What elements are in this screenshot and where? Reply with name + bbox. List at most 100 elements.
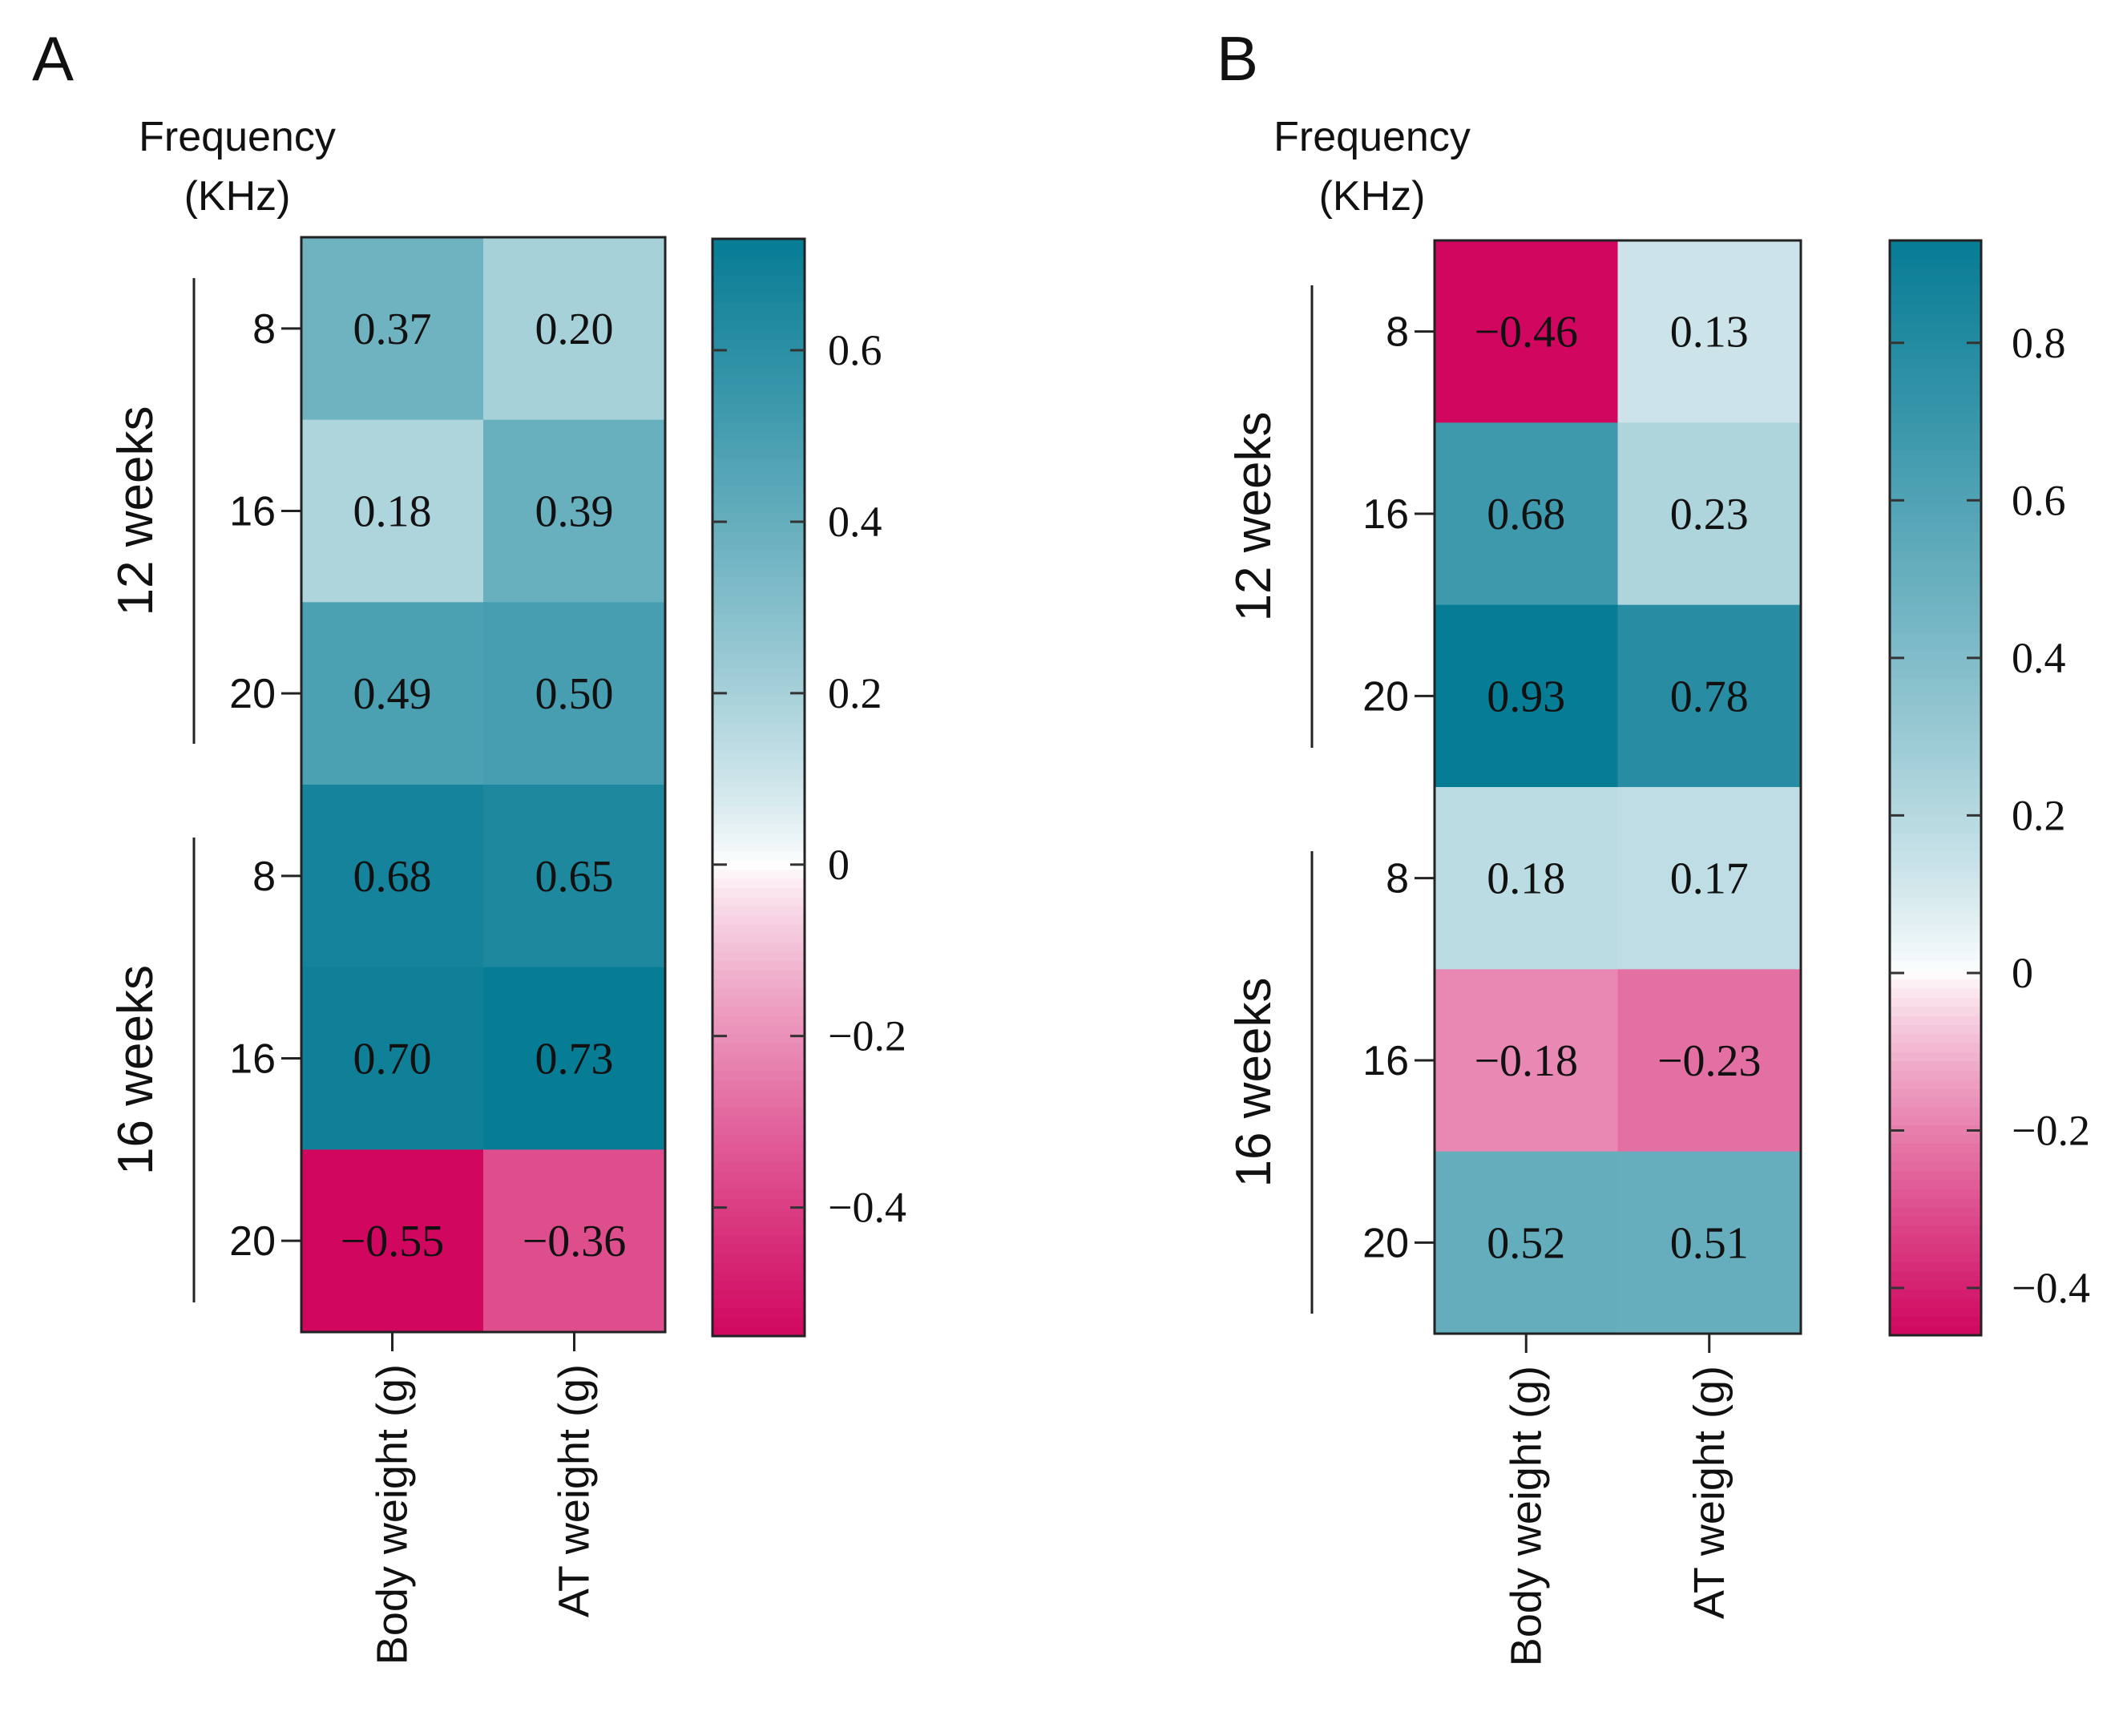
row-label: 20: [229, 671, 276, 717]
colorbar-segment: [712, 458, 805, 469]
colorbar-segment: [1890, 788, 1981, 798]
colorbar-segment: [1890, 1143, 1981, 1154]
colorbar-segment: [712, 1061, 805, 1072]
row-label: 20: [1362, 673, 1409, 720]
colorbar-segment: [712, 1198, 805, 1209]
colorbar-segment: [1890, 943, 1981, 953]
colorbar-segment: [712, 750, 805, 761]
heatmap-cell: [483, 237, 666, 421]
colorbar-segment: [712, 988, 805, 999]
colorbar-tick-label: −0.2: [2012, 1106, 2090, 1154]
colorbar-segment: [1890, 1225, 1981, 1236]
colorbar-segment: [712, 513, 805, 523]
colorbar-segment: [1890, 742, 1981, 753]
colorbar-segment: [712, 668, 805, 679]
heatmap-cell: [1435, 787, 1618, 970]
colorbar-tick-label: −0.4: [828, 1184, 906, 1232]
colorbar-segment: [712, 943, 805, 953]
colorbar-segment: [712, 312, 805, 322]
colorbar-segment: [712, 1244, 805, 1255]
heatmap-border: [1433, 239, 1802, 1335]
colorbar-segment: [712, 604, 805, 615]
colorbar-segment: [1890, 714, 1981, 725]
colorbar-segment: [1890, 851, 1981, 862]
colorbar-segment: [712, 1326, 805, 1337]
colorbar-segment: [712, 814, 805, 826]
cell-value-label: 0.20: [535, 305, 614, 354]
colorbar-segment: [1890, 1307, 1981, 1318]
column-label: AT weight (g): [1685, 1366, 1733, 1619]
colorbar-segment: [1890, 979, 1981, 990]
cell-value-label: −0.18: [1474, 1036, 1578, 1086]
colorbar-tick-label: 0.8: [2012, 319, 2066, 367]
colorbar-segment: [712, 677, 805, 688]
cell-value-label: 0.68: [353, 852, 432, 902]
colorbar-segment: [712, 1071, 805, 1081]
colorbar-segment: [712, 1135, 805, 1145]
colorbar-segment: [712, 1254, 805, 1264]
colorbar-segment: [1890, 669, 1981, 680]
heatmap-cell: [1435, 969, 1618, 1153]
colorbar-segment: [1890, 1153, 1981, 1163]
colorbar-segment: [1890, 1107, 1981, 1117]
colorbar-segment: [712, 1208, 805, 1218]
colorbar-segment: [1890, 268, 1981, 278]
colorbar-segment: [712, 293, 805, 304]
colorbar-segment: [712, 275, 805, 286]
colorbar-segment: [712, 687, 805, 697]
colorbar-tick-label: 0.6: [2012, 476, 2066, 524]
colorbar-segment: [1890, 897, 1981, 907]
colorbar-tick-label: 0.6: [828, 326, 882, 374]
row-label: 16: [1362, 491, 1409, 538]
colorbar-segment: [712, 522, 805, 533]
colorbar-segment: [712, 723, 805, 734]
heatmap-cell: [1435, 422, 1618, 606]
heatmap-cell: [1617, 1151, 1802, 1334]
colorbar-segment: [712, 1125, 805, 1136]
colorbar-segment: [712, 1226, 805, 1237]
colorbar-segment: [712, 486, 805, 496]
colorbar-segment: [712, 741, 805, 752]
colorbar-segment: [712, 1144, 805, 1154]
colorbar-segment: [712, 577, 805, 587]
colorbar-segment: [1890, 842, 1981, 853]
colorbar-segment: [1890, 1198, 1981, 1209]
colorbar-segment: [712, 714, 805, 725]
colorbar-segment: [712, 321, 805, 332]
colorbar-segment: [712, 495, 805, 505]
colorbar-segment: [712, 256, 805, 268]
colorbar-segment: [712, 796, 805, 807]
colorbar-segment: [1890, 258, 1981, 269]
colorbar-segment: [1890, 1171, 1981, 1181]
panel-label: B: [1217, 23, 1258, 94]
colorbar-segment: [712, 439, 805, 450]
colorbar-segment: [712, 851, 805, 862]
colorbar-segment: [1890, 249, 1981, 260]
colorbar-segment: [1890, 614, 1981, 625]
colorbar-segment: [712, 915, 805, 926]
heatmap-cell: [301, 237, 484, 421]
colorbar-segment: [712, 1007, 805, 1017]
colorbar-segment: [712, 1262, 805, 1274]
colorbar-segment: [1890, 1189, 1981, 1200]
colorbar-segment: [1890, 1326, 1981, 1336]
row-label: 16: [1362, 1038, 1409, 1084]
colorbar-border: [1888, 239, 1983, 1337]
colorbar-segment: [1890, 1052, 1981, 1063]
colorbar-segment: [1890, 414, 1981, 424]
colorbar-segment: [712, 824, 805, 834]
colorbar-segment: [712, 623, 805, 633]
group-label: 16 weeks: [1226, 978, 1281, 1188]
colorbar-segment: [1890, 1007, 1981, 1017]
cell-value-label: 0.73: [535, 1035, 614, 1084]
colorbar-segment: [712, 1034, 805, 1044]
colorbar-border: [711, 237, 806, 1338]
colorbar-tick-label: 0: [2012, 949, 2033, 997]
colorbar-segment: [712, 704, 805, 716]
colorbar-segment: [1890, 778, 1981, 789]
colorbar-segment: [1890, 459, 1981, 470]
colorbar-segment: [1890, 285, 1981, 297]
colorbar-tick-label: 0: [828, 841, 850, 889]
colorbar-segment: [1890, 724, 1981, 734]
heatmap-cell: [1617, 240, 1802, 423]
